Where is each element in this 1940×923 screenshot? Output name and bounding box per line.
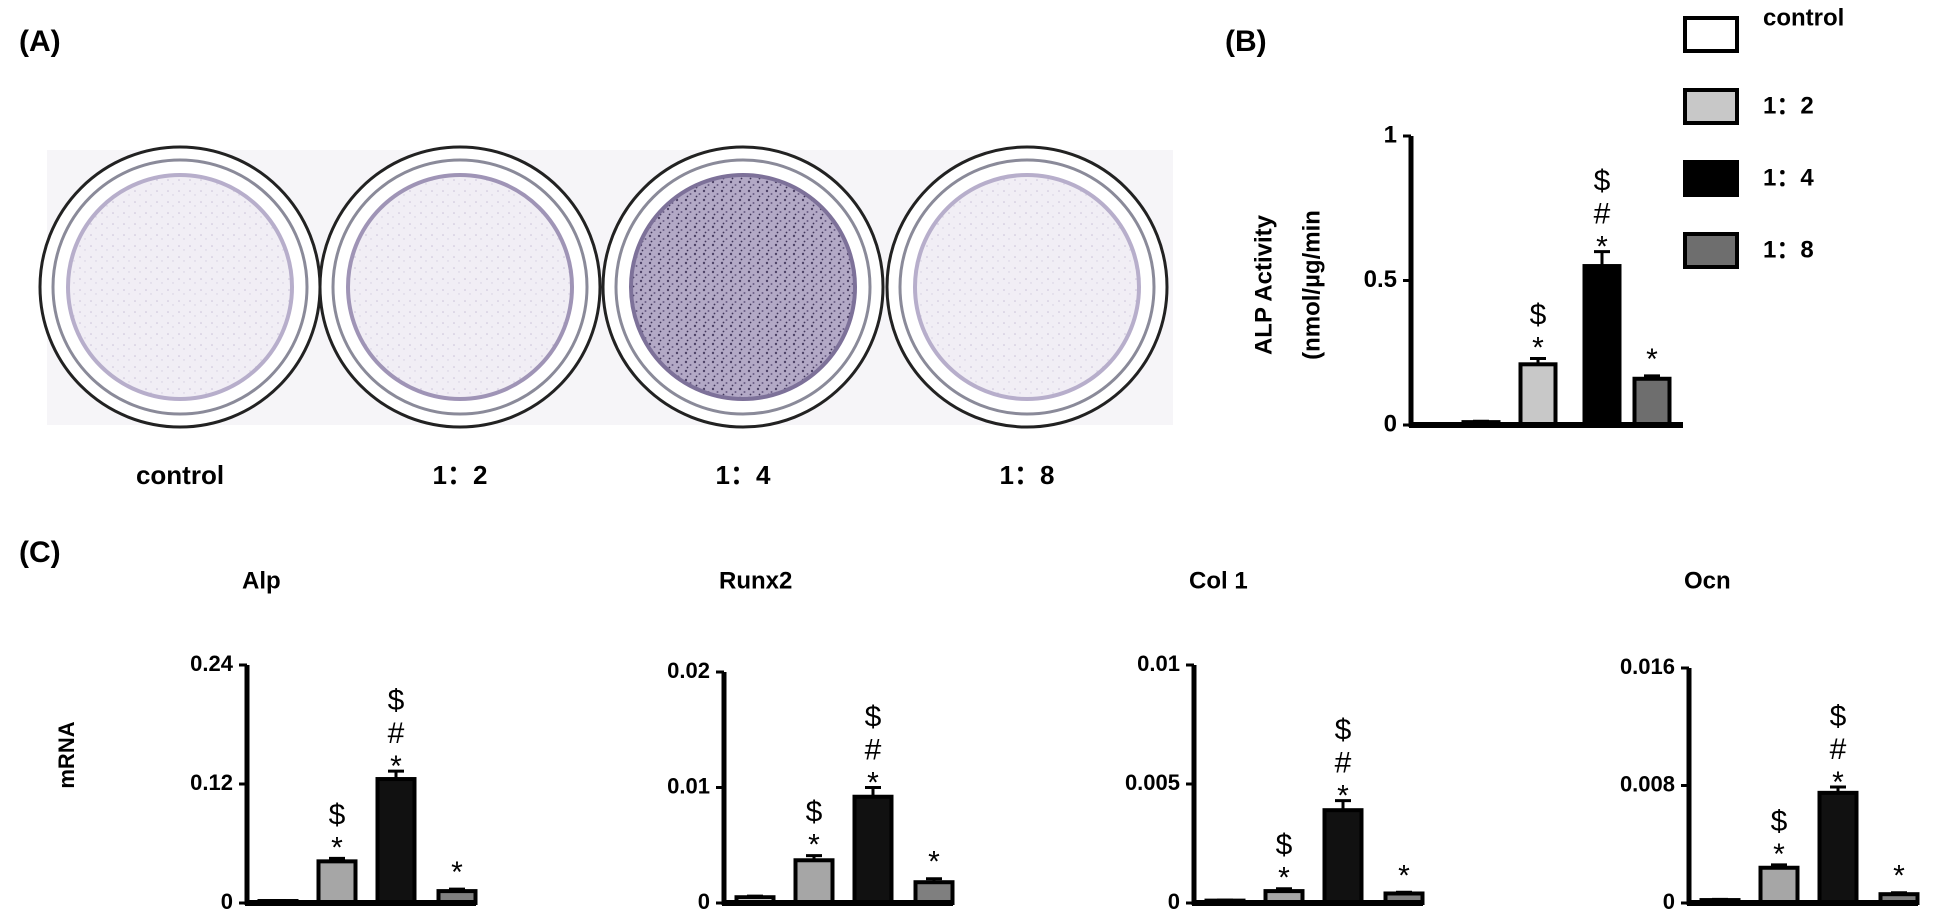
chart-title: Col 1 [1189, 567, 1248, 594]
well [38, 145, 322, 429]
legend-swatch [1683, 16, 1739, 53]
bar [1632, 376, 1672, 428]
y-tick-label: 0.24 [190, 651, 234, 676]
y-tick-label: 0.005 [1125, 770, 1180, 795]
legend-label: 1：8 [1763, 236, 1814, 263]
error-bar [329, 856, 345, 862]
significance-mark: $#* [1327, 714, 1360, 813]
significance-mark: $#* [1586, 165, 1619, 264]
well-label: 1：8 [1000, 460, 1055, 490]
legend-swatch [1683, 160, 1739, 197]
bar [1518, 362, 1558, 427]
legend-label: control [1763, 4, 1844, 31]
bar [316, 859, 358, 905]
well-label: 1：2 [433, 460, 488, 490]
y-axis-label: (nmol/µg/min [1298, 210, 1325, 360]
bar [793, 858, 835, 906]
well-label: 1：4 [716, 460, 771, 490]
well [885, 145, 1169, 429]
chart-title: Ocn [1684, 567, 1731, 594]
significance-mark: $#* [380, 684, 413, 783]
y-tick-label: 0 [1663, 889, 1675, 914]
error-bar [388, 769, 404, 780]
significance-mark: * [1636, 343, 1669, 376]
error-bar [806, 854, 822, 861]
significance-mark: * [918, 846, 951, 879]
error-bar [1335, 799, 1351, 811]
legend-label: 1：2 [1763, 92, 1814, 119]
error-bar [1276, 887, 1292, 892]
significance-mark: * [441, 856, 474, 889]
y-tick-label: 0.02 [667, 658, 710, 683]
bar [913, 880, 955, 906]
bar [1817, 790, 1859, 905]
bar [852, 794, 894, 905]
y-tick-label: 1 [1384, 121, 1397, 148]
y-axis-label: ALP Activity [1250, 214, 1277, 355]
y-tick-label: 0.008 [1620, 771, 1675, 796]
y-tick-label: 0 [1168, 889, 1180, 914]
significance-mark: * [1883, 860, 1916, 893]
significance-mark: $#* [1822, 700, 1855, 799]
well [601, 145, 885, 429]
error-bar [1771, 863, 1787, 868]
y-tick-label: 0.016 [1620, 654, 1675, 679]
error-bar [1473, 419, 1489, 423]
error-bar [1891, 891, 1907, 895]
error-bar [1396, 890, 1412, 894]
panel-label: (B) [1225, 25, 1267, 58]
well [318, 145, 602, 429]
y-tick-label: 0.01 [1137, 651, 1180, 676]
y-tick-label: 0.01 [667, 773, 710, 798]
error-bar [926, 877, 942, 883]
significance-mark: $#* [857, 701, 890, 800]
error-bar [1644, 374, 1660, 379]
y-tick-label: 0.12 [190, 770, 233, 795]
panel-label: (A) [19, 25, 61, 58]
legend-swatch [1683, 88, 1739, 125]
error-bar [747, 894, 763, 898]
bar [1322, 808, 1364, 905]
y-tick-label: 0 [698, 889, 710, 914]
y-tick-label: 0 [221, 889, 233, 914]
significance-mark: $* [798, 796, 831, 862]
error-bar [1712, 897, 1728, 901]
error-bar [1830, 785, 1846, 793]
y-axis-label: mRNA [54, 721, 79, 788]
error-bar [865, 786, 881, 797]
significance-mark: $* [1522, 299, 1555, 365]
panel-label: (C) [19, 536, 61, 569]
y-tick-label: 0 [1384, 410, 1397, 437]
error-bar [449, 887, 465, 892]
bar [1758, 865, 1800, 905]
significance-mark: $* [321, 798, 354, 864]
legend-label: 1：4 [1763, 164, 1814, 191]
bar [375, 777, 417, 906]
significance-mark: * [1388, 859, 1421, 892]
chart-title: Alp [242, 567, 281, 594]
bar [1582, 264, 1622, 427]
error-bar [1594, 250, 1610, 267]
significance-mark: $* [1268, 829, 1301, 895]
wells [38, 145, 1169, 429]
chart-title: Runx2 [719, 567, 792, 594]
well-label: control [136, 460, 224, 490]
error-bar [1530, 357, 1546, 365]
significance-mark: $* [1763, 805, 1796, 871]
y-tick-label: 0.5 [1364, 266, 1397, 293]
legend-swatch [1683, 232, 1739, 269]
